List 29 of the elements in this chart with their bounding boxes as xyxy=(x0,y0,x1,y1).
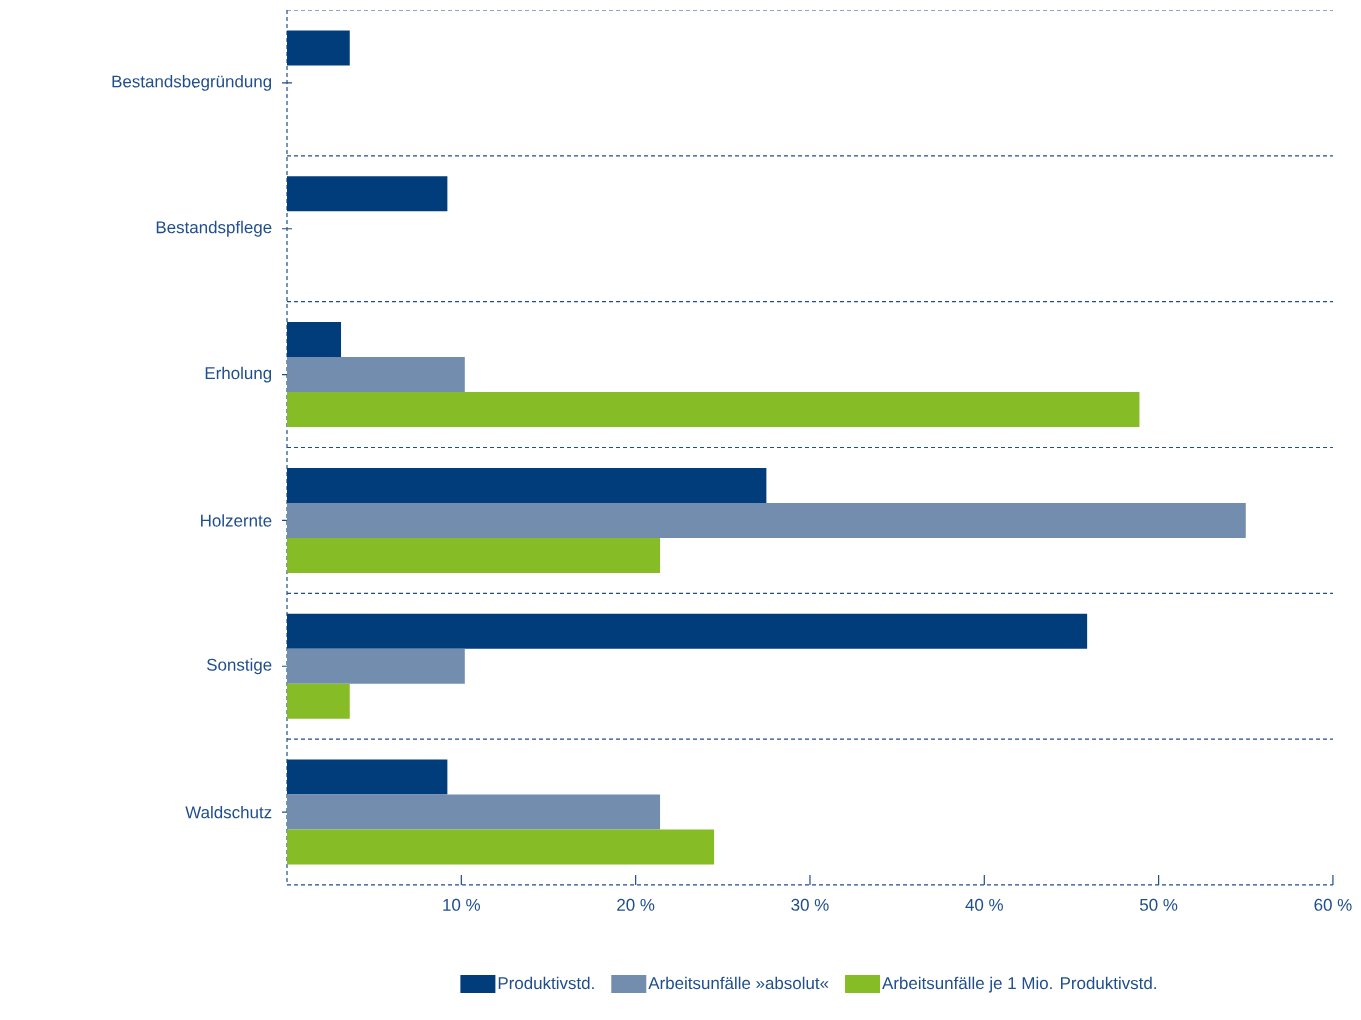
bar xyxy=(287,683,350,719)
y-tick-label: Sonstige xyxy=(207,658,272,675)
y-tick-label: Waldschutz xyxy=(185,805,272,819)
bar xyxy=(287,648,465,684)
bar xyxy=(287,30,350,66)
x-tick-label: 50 % xyxy=(1139,898,1178,911)
y-tick-label: Holzernte xyxy=(201,514,272,527)
legend-label: Produktivstd. xyxy=(498,976,594,990)
bar xyxy=(287,613,1088,649)
legend-label: Arbeitsunfälle »absolut« xyxy=(648,976,829,990)
y-tick-label: Bestandspflege xyxy=(156,220,272,237)
x-tick-label: 40 % xyxy=(965,898,1003,911)
bar xyxy=(287,176,448,212)
legend-label: Arbeitsunfälle je 1 Mio. Produktivstd. xyxy=(882,976,1156,993)
bar xyxy=(287,357,465,393)
bar xyxy=(287,829,715,865)
y-tick-label: Bestandsbegründung xyxy=(112,75,272,91)
bar xyxy=(287,392,1140,428)
bar xyxy=(287,502,1246,538)
bar xyxy=(287,794,661,830)
bar xyxy=(287,759,448,795)
bar xyxy=(287,467,767,503)
bar xyxy=(287,322,342,358)
x-tick-label: 20 % xyxy=(617,898,655,911)
x-tick-label: 10 % xyxy=(443,898,480,911)
bar xyxy=(287,537,661,573)
x-tick-label: 60 % xyxy=(1314,898,1352,911)
x-tick-label: 30 % xyxy=(791,898,829,911)
y-tick-label: Erholung xyxy=(205,366,272,383)
